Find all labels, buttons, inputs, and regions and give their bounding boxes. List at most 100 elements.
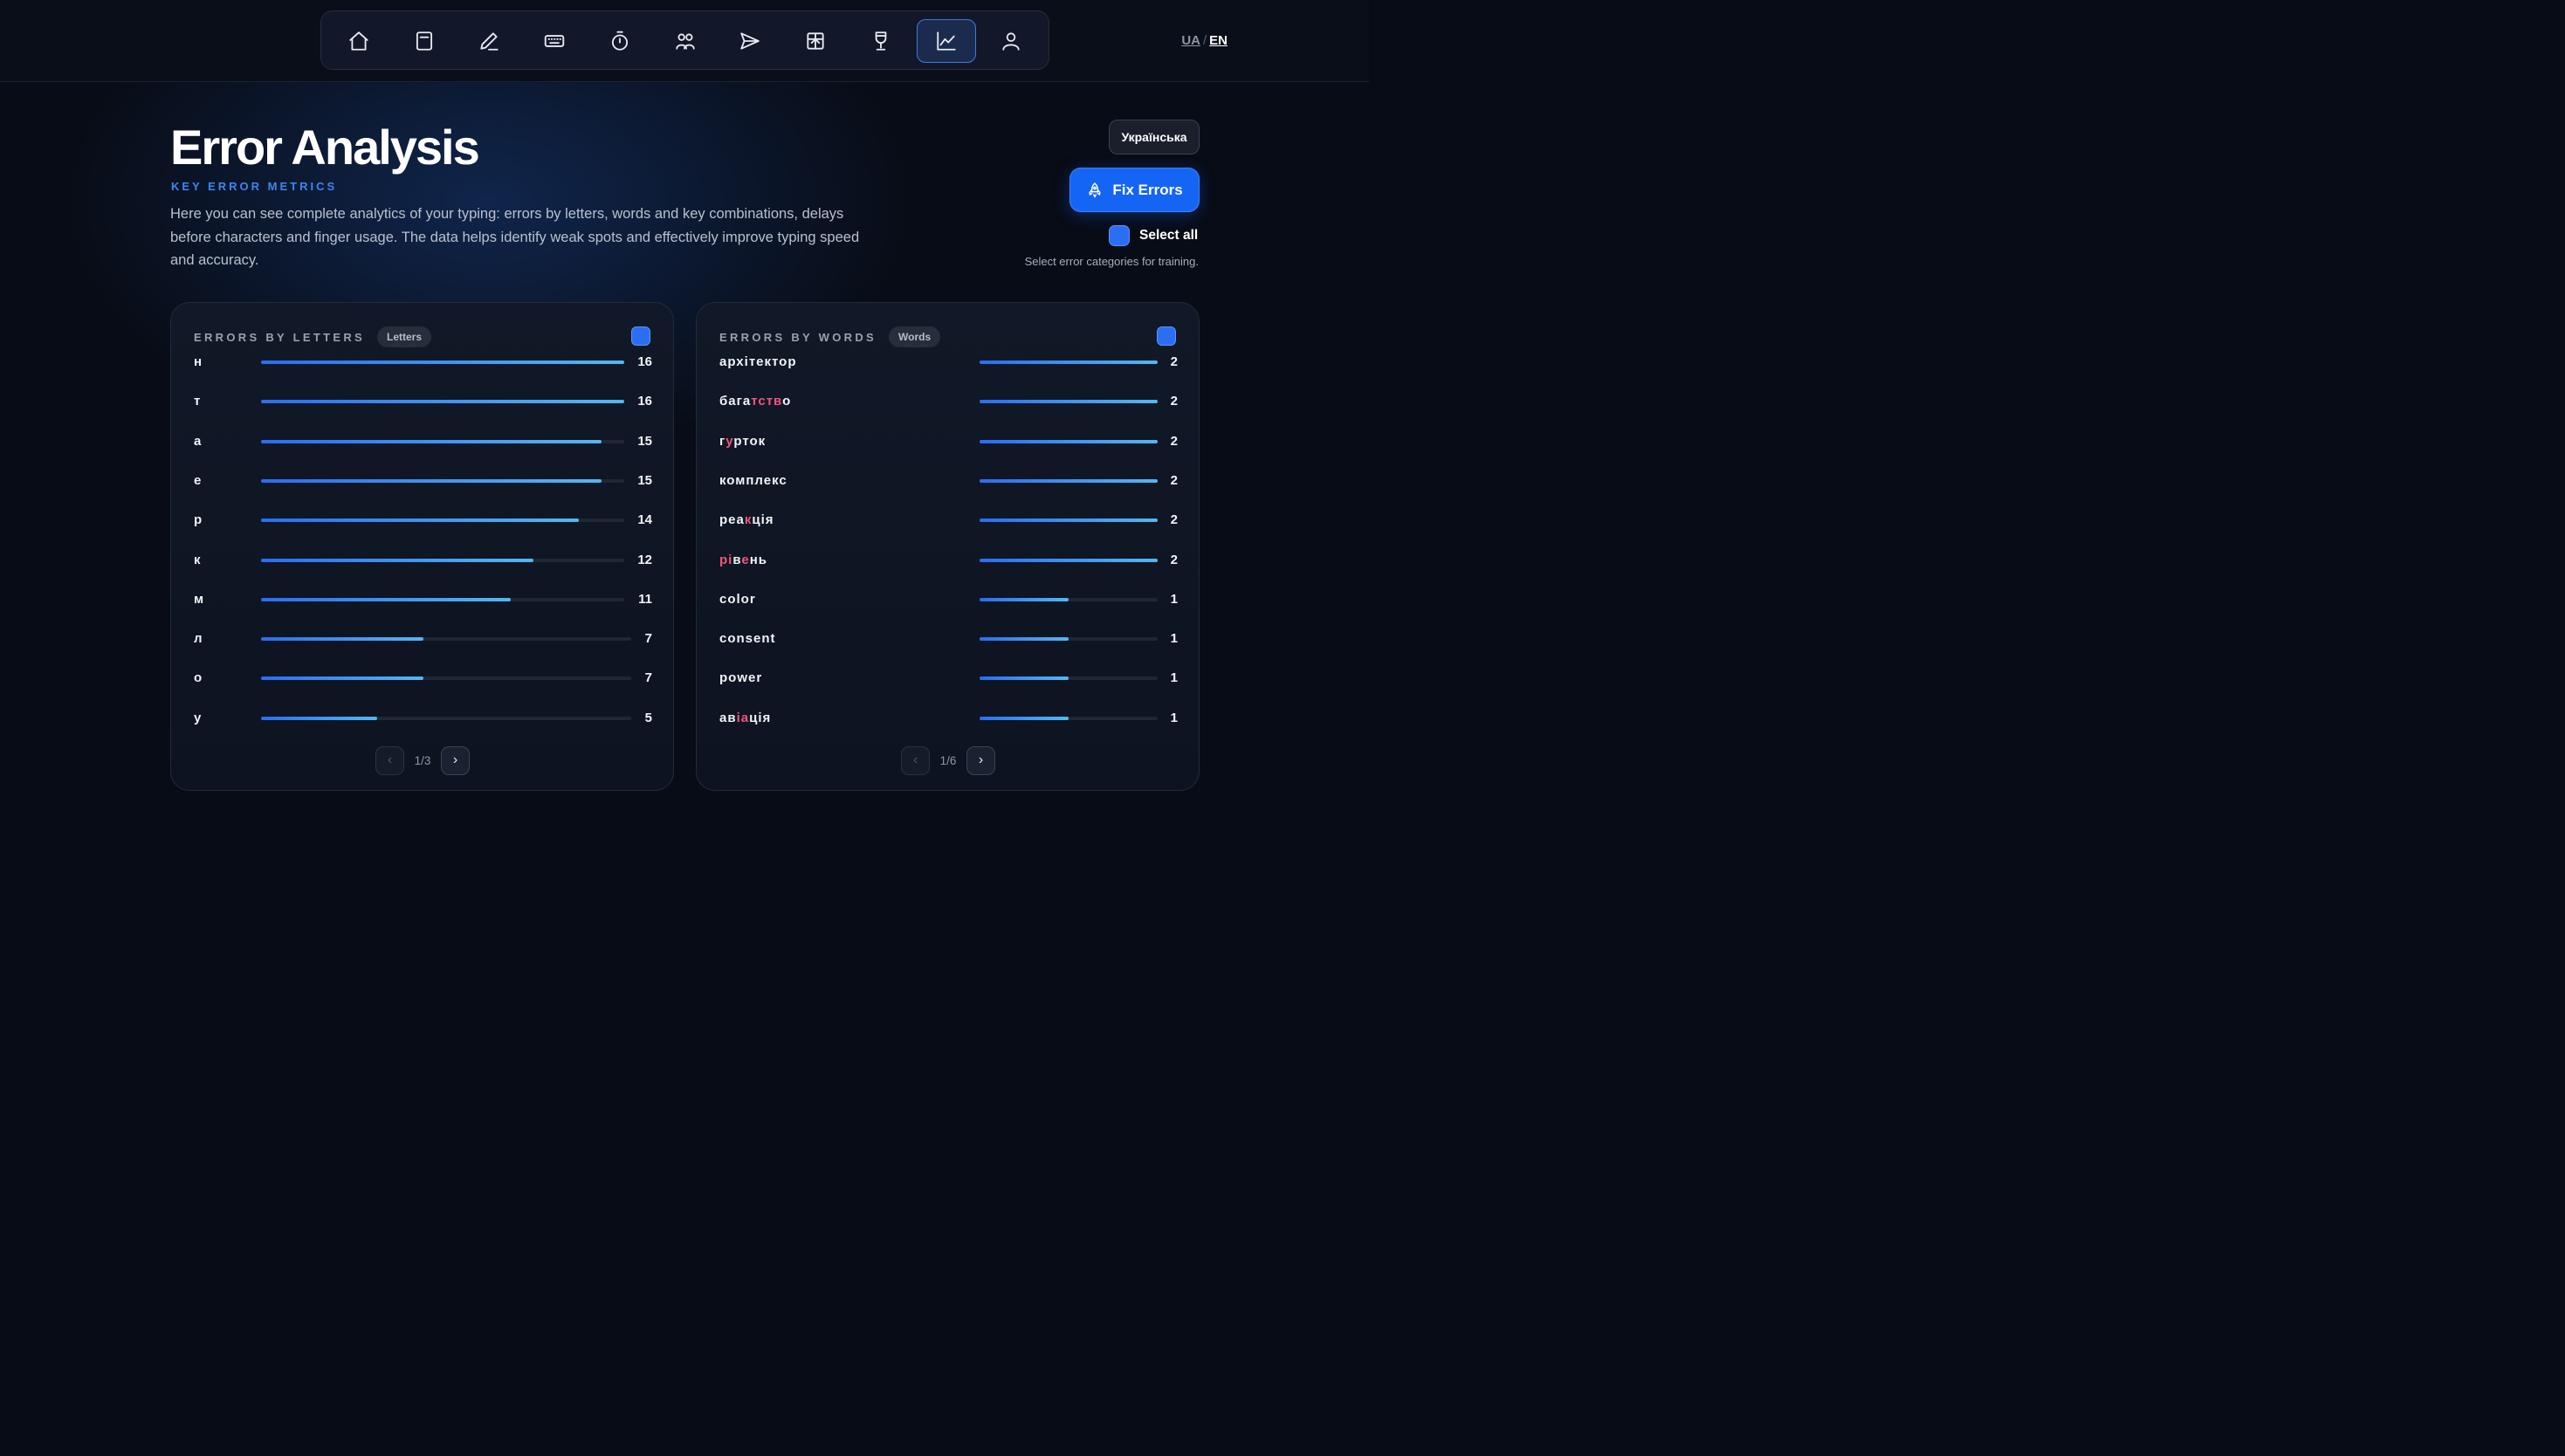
row-label: комплекс <box>719 472 787 490</box>
language-select-button[interactable]: Українська <box>1109 120 1200 155</box>
nav-rewards[interactable] <box>786 19 845 63</box>
word-chars: в <box>732 552 742 567</box>
row-label: авіація <box>719 710 771 727</box>
bar-fill <box>261 597 511 601</box>
training-hint: Select error categories for training. <box>1024 255 1199 268</box>
errors-by-letters-panel: ERRORS BY LETTERS Letters н 16 т 16 а 15 е 15 р 1… <box>170 302 674 791</box>
home-icon <box>349 31 368 51</box>
letter-row: а 15 <box>194 433 652 450</box>
panel-title: ERRORS BY WORDS <box>719 330 877 344</box>
book-icon <box>416 31 433 51</box>
main-nav <box>320 10 1049 70</box>
bar-track <box>261 400 624 404</box>
nav-profile[interactable] <box>981 19 1041 63</box>
nav-typing[interactable] <box>525 19 584 63</box>
letters-select-checkbox[interactable] <box>631 326 650 346</box>
top-bar: UA / EN <box>0 0 1369 82</box>
bar-track <box>261 597 624 601</box>
prev-page-button[interactable]: ‹ <box>375 745 404 775</box>
nav-home[interactable] <box>329 19 389 63</box>
error-count: 2 <box>1170 552 1178 567</box>
bar-fill <box>261 519 579 523</box>
select-all-toggle[interactable]: Select all <box>1109 224 1198 247</box>
word-row: power 1 <box>719 670 1178 687</box>
error-chars: тств <box>751 394 783 409</box>
pen-icon <box>480 32 499 51</box>
row-label: т <box>194 394 202 409</box>
lang-ua-link[interactable]: UA <box>1181 33 1200 48</box>
error-count: 2 <box>1170 394 1178 409</box>
row-label: к <box>194 552 202 567</box>
row-label: м <box>194 591 205 607</box>
error-count: 12 <box>637 552 652 567</box>
error-chars: е <box>741 552 750 567</box>
bar-track <box>261 361 624 364</box>
row-label: н <box>194 354 203 369</box>
error-count: 1 <box>1170 591 1178 607</box>
row-label: power <box>719 670 762 687</box>
bar-track <box>980 637 1158 642</box>
nav-multiplayer[interactable] <box>656 19 715 63</box>
word-chars: архітектор <box>719 354 797 369</box>
bar-track <box>980 676 1158 681</box>
word-chars: бага <box>719 394 752 409</box>
nav-speed-test[interactable] <box>590 19 650 63</box>
word-chars: реа <box>719 512 745 528</box>
word-chars: consent <box>719 631 776 647</box>
bar-track <box>980 400 1158 404</box>
fix-errors-button[interactable]: Fix Errors <box>1069 168 1200 212</box>
error-count: 7 <box>644 631 652 647</box>
word-chars: power <box>719 670 763 686</box>
error-count: 14 <box>637 512 652 528</box>
row-label: е <box>194 472 203 488</box>
error-count: 1 <box>1170 670 1178 686</box>
error-count: 2 <box>1170 354 1178 369</box>
chart-icon <box>937 31 956 51</box>
nav-lessons[interactable] <box>395 19 454 63</box>
word-row: багатство 2 <box>719 393 1178 410</box>
bar-fill <box>261 558 533 562</box>
prev-page-button[interactable]: ‹ <box>901 745 930 775</box>
error-chars: і <box>736 710 741 725</box>
lang-en-link[interactable]: EN <box>1209 33 1227 48</box>
bar-track <box>980 597 1158 601</box>
row-label: у <box>194 710 203 725</box>
next-page-button[interactable]: › <box>966 745 995 775</box>
bar-fill <box>980 558 1158 562</box>
fix-errors-label: Fix Errors <box>1112 181 1183 198</box>
bar-fill <box>261 637 423 642</box>
page-description: Here you can see complete analytics of y… <box>170 206 860 268</box>
letter-row: м 11 <box>194 591 652 608</box>
word-chars: г <box>719 433 726 449</box>
error-count: 2 <box>1170 472 1178 488</box>
row-label: consent <box>719 630 776 648</box>
select-all-checkbox[interactable] <box>1109 225 1130 246</box>
users-icon <box>676 33 695 50</box>
error-count: 2 <box>1170 512 1178 528</box>
word-row: гурток 2 <box>719 433 1178 450</box>
bar-track <box>261 637 631 642</box>
error-count: 15 <box>637 433 652 449</box>
bar-fill <box>980 361 1158 364</box>
bar-fill <box>980 716 1069 720</box>
bar-fill <box>980 400 1158 404</box>
row-label: а <box>194 433 203 449</box>
error-count: 16 <box>637 394 652 409</box>
word-row: авіація 1 <box>719 710 1178 727</box>
next-page-button[interactable]: › <box>441 745 470 775</box>
bar-track <box>261 676 631 681</box>
timer-icon <box>611 31 629 51</box>
language-switcher: UA / EN <box>1181 33 1227 48</box>
error-count: 15 <box>637 472 652 488</box>
nav-statistics[interactable] <box>917 19 976 63</box>
words-pager: ‹ 1/6 › <box>901 745 995 775</box>
letter-row: р 14 <box>194 512 652 529</box>
nav-editor[interactable] <box>459 19 519 63</box>
row-label: архітектор <box>719 354 797 371</box>
row-label: багатство <box>719 393 791 410</box>
words-select-checkbox[interactable] <box>1157 326 1176 346</box>
nav-achievements[interactable] <box>851 19 911 63</box>
nav-send[interactable] <box>720 19 780 63</box>
